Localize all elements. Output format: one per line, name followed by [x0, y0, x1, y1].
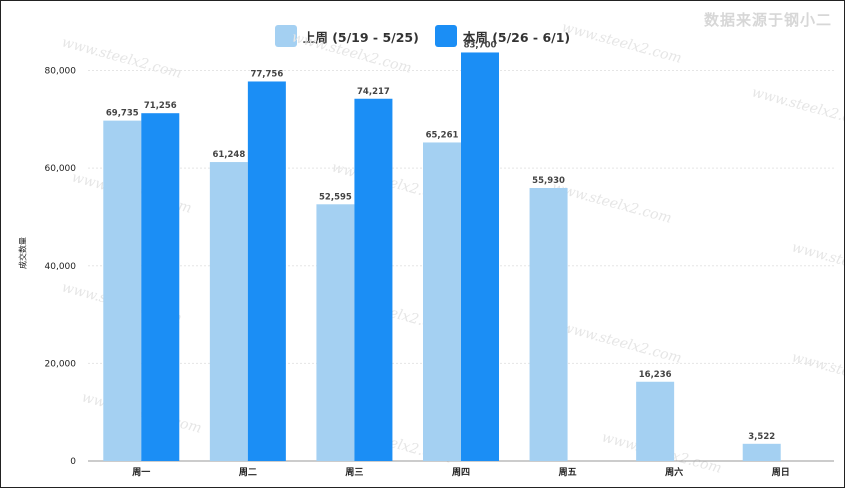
- bar: [742, 443, 781, 461]
- data-label: 3,522: [748, 432, 775, 442]
- bar: [354, 98, 393, 461]
- y-tick-label: 80,000: [45, 67, 77, 77]
- data-label: 83,700: [464, 40, 497, 50]
- y-tick-label: 20,000: [45, 359, 77, 369]
- legend-swatch-this-week: [434, 25, 457, 47]
- data-label: 69,735: [106, 109, 139, 119]
- legend-swatch-last-week: [274, 25, 297, 47]
- bar: [423, 142, 461, 461]
- watermark-text: www.steelx2.com: [60, 34, 183, 81]
- source-note: 数据来源于钢小二: [703, 11, 832, 29]
- x-tick-label: 周三: [345, 467, 363, 478]
- legend-item-last-week[interactable]: 上周 (5/19 - 5/25): [274, 25, 419, 47]
- watermark-text: www.steelx2.com: [290, 29, 413, 76]
- watermark-text: www.steelx2.com: [560, 19, 683, 66]
- legend-label-this-week: 本周 (5/26 - 6/1): [462, 29, 571, 45]
- y-tick-label: 40,000: [45, 262, 77, 272]
- data-label: 61,248: [212, 150, 245, 160]
- bar: [461, 52, 499, 461]
- bar: [103, 120, 142, 462]
- x-tick-label: 周二: [239, 467, 257, 478]
- bar: [316, 204, 355, 461]
- x-tick-label: 周日: [772, 467, 790, 478]
- legend: 上周 (5/19 - 5/25) 本周 (5/26 - 6/1): [1, 25, 844, 47]
- data-label: 52,595: [319, 192, 352, 202]
- bar: [141, 113, 180, 462]
- watermark-text: www.steelx2.com: [750, 84, 844, 131]
- legend-item-this-week[interactable]: 本周 (5/26 - 6/1): [434, 25, 571, 47]
- x-tick-label: 周四: [452, 467, 470, 478]
- bar: [529, 188, 568, 461]
- bar: [636, 381, 675, 461]
- data-label: 74,217: [357, 87, 390, 97]
- watermark-text: www.steelx2.com: [550, 179, 673, 226]
- bar: [209, 162, 248, 461]
- watermark-text: www.steelx2.com: [790, 349, 844, 396]
- x-tick-label: 周五: [559, 467, 577, 478]
- y-tick-label: 0: [70, 457, 76, 467]
- watermark-text: www.steelx2.com: [790, 239, 844, 286]
- data-label: 77,756: [250, 69, 283, 79]
- data-label: 16,236: [639, 370, 672, 380]
- data-label: 65,261: [426, 130, 459, 140]
- data-label: 71,256: [144, 101, 177, 111]
- y-tick-label: 60,000: [45, 164, 77, 174]
- data-label: 55,930: [532, 176, 565, 186]
- watermark-text: www.steelx2.com: [560, 319, 683, 366]
- x-tick-label: 周六: [665, 466, 683, 478]
- legend-label-last-week: 上周 (5/19 - 5/25): [302, 29, 419, 45]
- bar: [247, 81, 286, 461]
- x-tick-label: 周一: [132, 467, 150, 478]
